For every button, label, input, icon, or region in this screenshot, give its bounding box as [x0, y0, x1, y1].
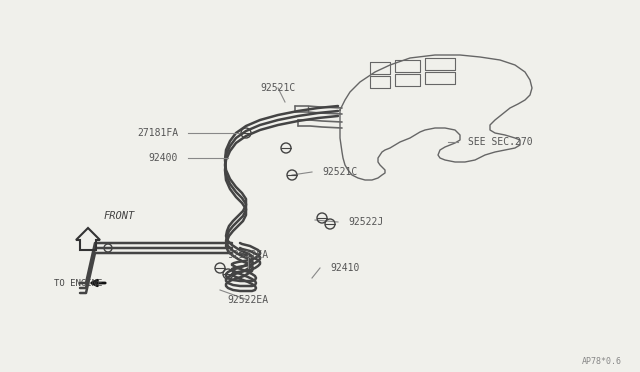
Text: TO ENGINE: TO ENGINE: [54, 279, 102, 288]
Text: AP78*0.6: AP78*0.6: [582, 357, 622, 366]
Text: 92521C: 92521C: [260, 83, 296, 93]
Text: 92400: 92400: [148, 153, 178, 163]
Text: 92521C: 92521C: [322, 167, 357, 177]
Text: 92522EA: 92522EA: [227, 250, 269, 260]
Text: SEE SEC.270: SEE SEC.270: [468, 137, 532, 147]
Text: 92410: 92410: [330, 263, 360, 273]
Text: 92522EA: 92522EA: [227, 295, 269, 305]
Text: 92522J: 92522J: [348, 217, 383, 227]
Text: FRONT: FRONT: [104, 211, 135, 221]
Text: 27181FA: 27181FA: [137, 128, 178, 138]
